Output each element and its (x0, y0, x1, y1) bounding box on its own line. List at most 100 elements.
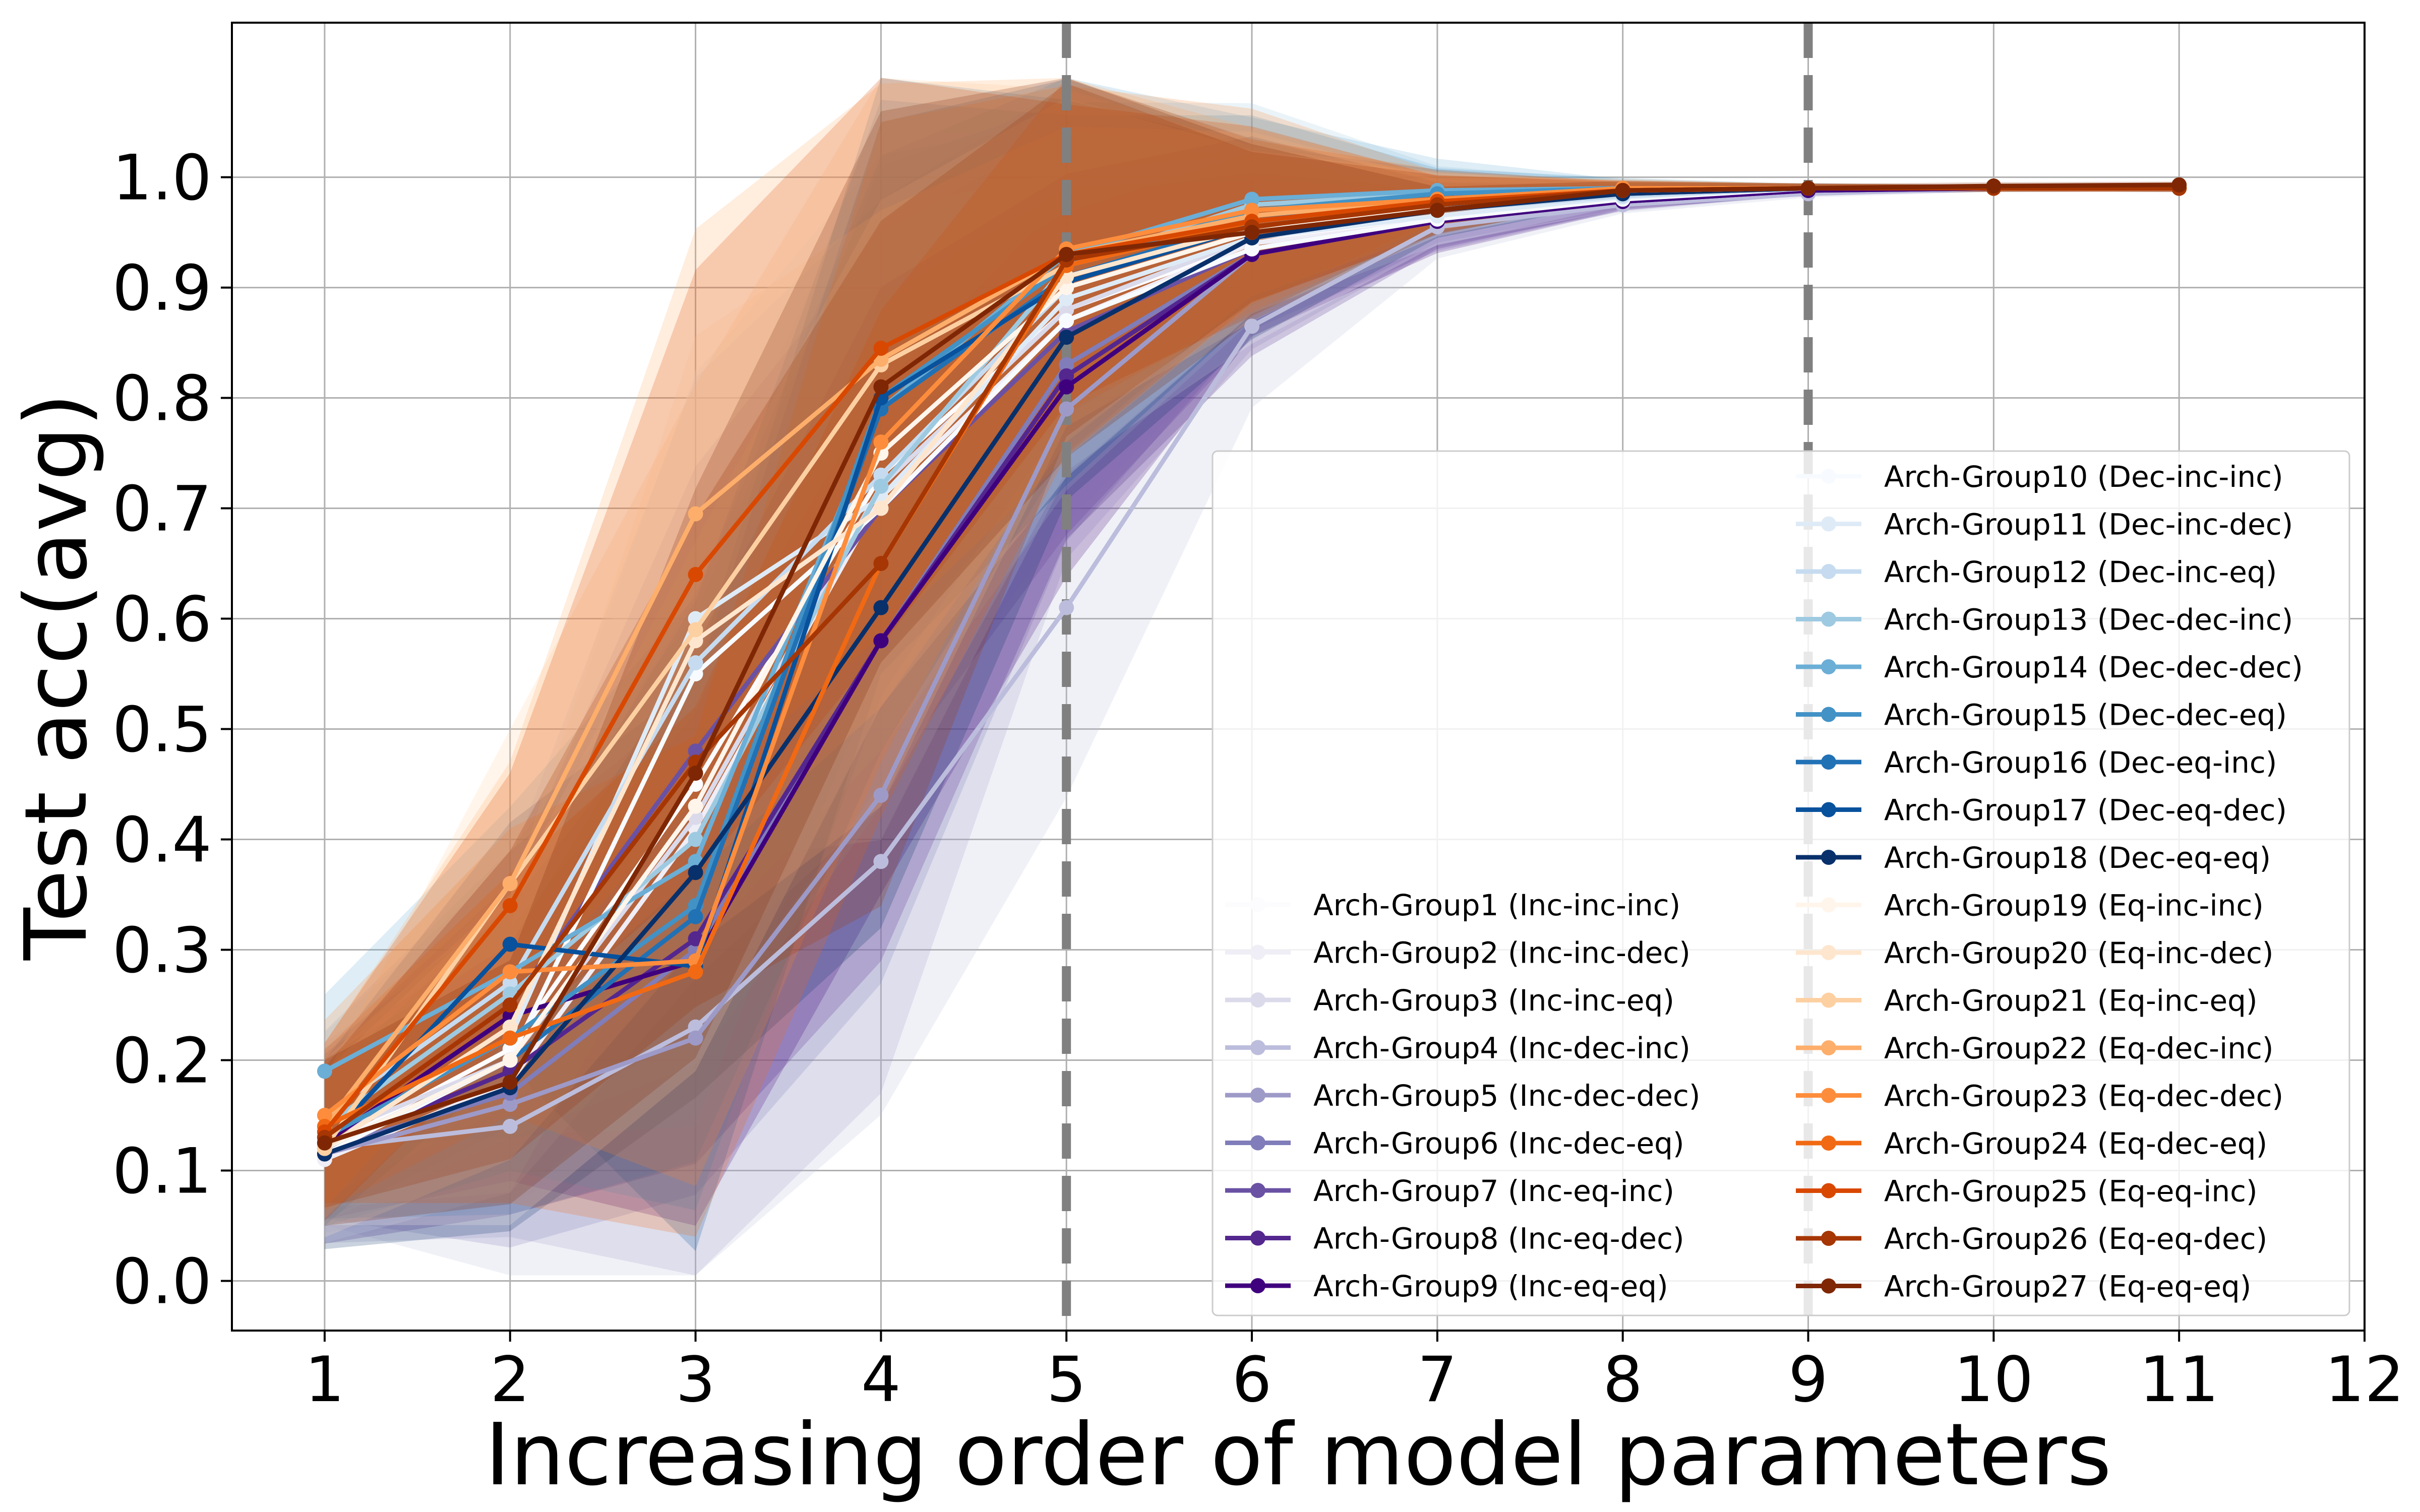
y-tick-label: 0.5 (112, 694, 212, 767)
legend-marker (1821, 992, 1836, 1008)
data-point (502, 876, 518, 892)
legend-label: Arch-Group11 (Dec-inc-dec) (1884, 508, 2293, 542)
data-point (317, 1107, 332, 1123)
legend-label: Arch-Group15 (Dec-dec-eq) (1884, 698, 2287, 732)
legend-label: Arch-Group20 (Eq-inc-dec) (1884, 936, 2274, 970)
data-point (502, 975, 518, 991)
data-point (1244, 225, 1260, 240)
confidence-band (324, 126, 2180, 1238)
data-point (688, 655, 703, 671)
axis-ticks: 1 2 3 4 5 6 7 8 9 10 11 120.00.10.20.30.40.50.60.70… (112, 142, 2404, 1416)
confidence-band (324, 78, 2180, 1210)
data-point (688, 832, 703, 847)
data-point (688, 766, 703, 781)
x-axis-label: Increasing order of model parameters (485, 1405, 2111, 1505)
legend-marker (1821, 1040, 1836, 1055)
data-point (688, 909, 703, 924)
legend-label: Arch-Group10 (Dec-inc-inc) (1884, 460, 2283, 494)
legend-label: Arch-Group4 (Inc-dec-inc) (1313, 1031, 1690, 1065)
data-point (502, 1118, 518, 1134)
data-point (1059, 600, 1074, 615)
confidence-band (324, 129, 2180, 1221)
legend-marker (1821, 1183, 1836, 1199)
legend-marker (1821, 897, 1836, 913)
legend-marker (1250, 1183, 1265, 1198)
y-tick-label: 0.4 (112, 804, 212, 877)
data-point (1059, 291, 1074, 306)
data-point (317, 1135, 332, 1151)
legend-marker (1821, 564, 1836, 579)
data-point (502, 1075, 518, 1090)
data-point (502, 964, 518, 980)
x-tick-label: 11 (2139, 1344, 2219, 1416)
legend-label: Arch-Group19 (Eq-inc-inc) (1884, 889, 2264, 923)
legend-label: Arch-Group9 (Inc-eq-eq) (1313, 1269, 1668, 1303)
data-point (688, 1030, 703, 1046)
x-tick-label: 2 (490, 1344, 530, 1416)
data-point (688, 964, 703, 980)
legend-label: Arch-Group8 (Inc-eq-dec) (1313, 1222, 1684, 1256)
confidence-band (324, 83, 2180, 1208)
legend-label: Arch-Group7 (Inc-eq-inc) (1313, 1174, 1674, 1208)
confidence-band (324, 78, 2180, 1219)
data-point (502, 898, 518, 913)
x-tick-label: 4 (861, 1344, 901, 1416)
data-point (1800, 180, 1816, 196)
x-tick-label: 6 (1232, 1344, 1272, 1416)
data-point (873, 478, 889, 494)
confidence-band (324, 117, 2180, 1242)
legend-marker (1250, 1040, 1265, 1055)
data-point (1059, 368, 1074, 384)
legend-label: Arch-Group2 (Inc-inc-dec) (1313, 936, 1690, 970)
legend-label: Arch-Group1 (Inc-inc-inc) (1313, 888, 1680, 922)
legend-label: Arch-Group12 (Dec-inc-eq) (1884, 555, 2277, 589)
confidence-band (324, 154, 2180, 1243)
legend-label: Arch-Group23 (Eq-dec-dec) (1884, 1079, 2283, 1113)
data-point (873, 500, 889, 516)
legend-label: Arch-Group13 (Dec-dec-inc) (1884, 603, 2293, 637)
x-tick-label: 10 (1954, 1344, 2033, 1416)
data-point (1059, 357, 1074, 372)
data-point (688, 931, 703, 947)
legend-marker (1250, 992, 1265, 1007)
legend-marker (1821, 1136, 1836, 1151)
y-axis-label: Test acc(avg) (7, 393, 106, 961)
data-point (1244, 203, 1260, 218)
data-point (502, 1030, 518, 1046)
legend-label: Arch-Group16 (Dec-eq-inc) (1884, 745, 2277, 780)
data-point (1429, 203, 1445, 218)
data-point (873, 633, 889, 649)
data-point (873, 434, 889, 450)
x-tick-label: 7 (1417, 1344, 1457, 1416)
confidence-band (324, 122, 2180, 1208)
y-tick-label: 0.3 (112, 914, 212, 987)
confidence-band (324, 78, 2180, 1226)
data-point (317, 1063, 332, 1079)
legend-label: Arch-Group26 (Eq-eq-dec) (1884, 1222, 2267, 1256)
legend-label: Arch-Group3 (Inc-inc-eq) (1313, 983, 1674, 1018)
legend-marker (1821, 802, 1836, 817)
legend-marker (1821, 469, 1836, 484)
y-tick-label: 0.7 (112, 473, 212, 546)
legend-marker (1250, 897, 1265, 912)
y-tick-label: 0.8 (112, 363, 212, 435)
legend-marker (1821, 1231, 1836, 1246)
data-point (873, 341, 889, 356)
legend-label: Arch-Group21 (Eq-inc-eq) (1884, 984, 2258, 1018)
y-tick-label: 0.2 (112, 1025, 212, 1097)
data-point (688, 566, 703, 582)
confidence-band (324, 159, 2180, 1276)
legend-label: Arch-Group5 (Inc-dec-dec) (1313, 1079, 1701, 1113)
legend-box (1212, 450, 2350, 1316)
confidence-band (324, 78, 2180, 1219)
x-tick-label: 5 (1047, 1344, 1086, 1416)
legend-marker (1821, 516, 1836, 532)
data-point (1059, 246, 1074, 262)
legend-marker (1250, 1230, 1265, 1246)
legend-label: Arch-Group25 (Eq-eq-inc) (1884, 1174, 2258, 1209)
confidence-band (324, 84, 2180, 1199)
legend-label: Arch-Group14 (Dec-dec-dec) (1884, 650, 2303, 684)
legend-marker (1250, 944, 1265, 960)
data-point (688, 798, 703, 814)
data-point (873, 854, 889, 869)
